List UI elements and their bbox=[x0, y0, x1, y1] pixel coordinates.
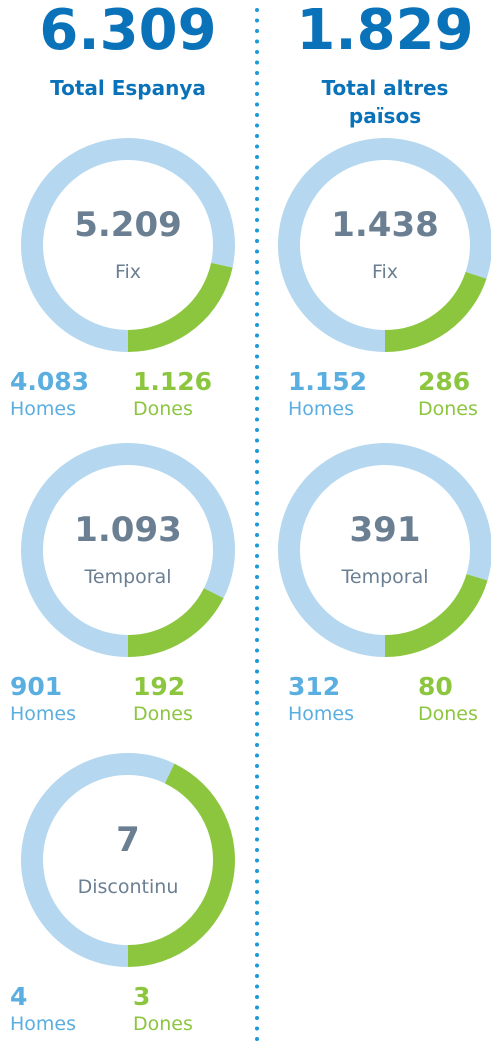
dones-value: 80 bbox=[418, 672, 453, 701]
center-name: Temporal bbox=[84, 566, 172, 588]
dones-value: 1.126 bbox=[133, 367, 213, 396]
total: 1.829 bbox=[296, 0, 474, 63]
homes-value: 4 bbox=[10, 982, 28, 1011]
center-name: Fix bbox=[371, 261, 399, 283]
dones-arc bbox=[384, 573, 488, 657]
homes-value: 312 bbox=[288, 672, 341, 701]
homes-value: 4.083 bbox=[10, 367, 90, 396]
center-name: Fix bbox=[114, 261, 142, 283]
dones-value: 192 bbox=[133, 672, 186, 701]
dones-label: Dones bbox=[418, 703, 478, 725]
homes-label: Homes bbox=[10, 1013, 77, 1035]
dones-label: Dones bbox=[418, 398, 478, 420]
center-value: 5.209 bbox=[74, 205, 182, 245]
center-value: 1.093 bbox=[74, 510, 182, 550]
homes-label: Homes bbox=[10, 703, 77, 725]
center-name: Temporal bbox=[341, 566, 429, 588]
total-label: Total altres països bbox=[321, 76, 449, 128]
dones-value: 3 bbox=[133, 982, 151, 1011]
dones-arc bbox=[127, 763, 235, 967]
dones-arc bbox=[384, 271, 487, 352]
dones-label: Dones bbox=[133, 1013, 193, 1035]
homes-arc bbox=[21, 138, 235, 352]
center-value: 1.438 bbox=[331, 205, 439, 245]
homes-label: Homes bbox=[10, 398, 77, 420]
center-name: Discontinu bbox=[77, 876, 179, 898]
homes-arc bbox=[278, 138, 491, 352]
homes-label: Homes bbox=[288, 703, 355, 725]
homes-label: Homes bbox=[288, 398, 355, 420]
homes-arc bbox=[278, 443, 491, 657]
dones-label: Dones bbox=[133, 703, 193, 725]
total-label: Total Espanya bbox=[50, 76, 206, 100]
dones-arc bbox=[127, 262, 233, 352]
homes-value: 901 bbox=[10, 672, 63, 701]
homes-arc bbox=[21, 443, 235, 657]
center-value: 391 bbox=[349, 510, 421, 550]
dones-arc bbox=[127, 587, 224, 657]
homes-arc bbox=[21, 753, 175, 967]
dones-value: 286 bbox=[418, 367, 471, 396]
dones-label: Dones bbox=[133, 398, 193, 420]
homes-value: 1.152 bbox=[288, 367, 368, 396]
total: 6.309 bbox=[39, 0, 217, 63]
center-value: 7 bbox=[116, 820, 140, 860]
